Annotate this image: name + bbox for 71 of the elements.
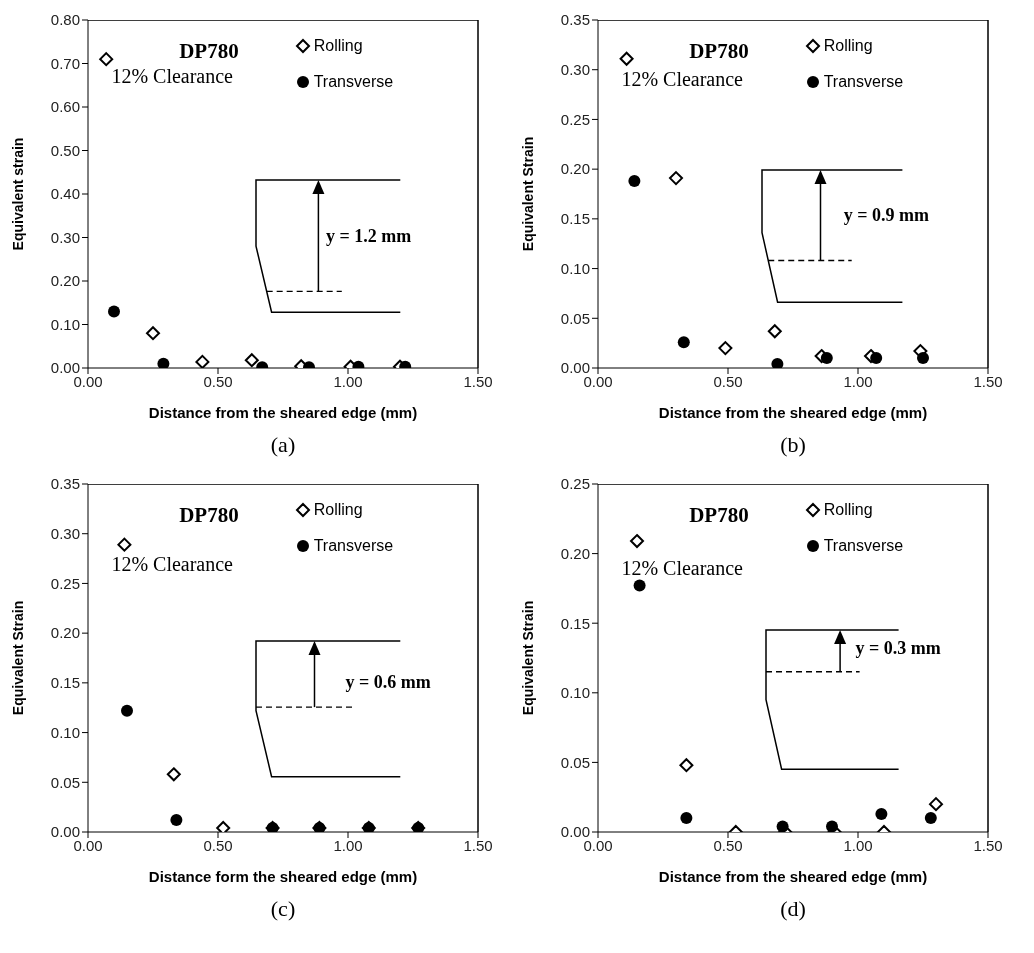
- legend-label: Transverse: [313, 537, 394, 556]
- y-tick-label: 0.35: [560, 11, 590, 29]
- annotation: 12% Clearance: [621, 67, 743, 91]
- text: (b): [780, 432, 806, 458]
- y-tick-label: 0.10: [560, 684, 590, 702]
- y-tick-label: 0.25: [560, 475, 590, 493]
- annotation: y = 0.6 mm: [345, 671, 431, 693]
- y-tick-label: 0.15: [560, 210, 590, 228]
- y-tick-label: 0.35: [50, 475, 80, 493]
- y-axis-title: Equivalent Strain: [9, 600, 26, 716]
- annotation: DP780: [689, 502, 749, 528]
- y-axis-title: Equivalent strain: [9, 137, 26, 251]
- x-tick-label: 1.50: [463, 372, 493, 390]
- y-tick-label: 0.30: [560, 61, 590, 79]
- y-tick-label: 0.05: [560, 753, 590, 771]
- y-tick-label: 0.05: [560, 309, 590, 327]
- y-tick-label: 0.40: [50, 185, 80, 203]
- y-tick-label: 0.15: [560, 614, 590, 632]
- annotation: 12% Clearance: [621, 556, 743, 580]
- y-tick-label: 0.10: [50, 723, 80, 741]
- x-tick-label: 1.00: [333, 372, 363, 390]
- y-tick-label: 0.50: [50, 141, 80, 159]
- annotation: y = 1.2 mm: [325, 225, 412, 247]
- text: (a): [270, 432, 296, 458]
- y-tick-label: 0.30: [50, 228, 80, 246]
- x-tick-label: 0.50: [713, 836, 743, 854]
- annotation: DP780: [179, 38, 239, 64]
- y-tick-label: 0.80: [50, 11, 80, 29]
- legend-label: Transverse: [313, 73, 394, 92]
- x-axis-title: Distance from the sheared edge (mm): [658, 404, 928, 421]
- x-tick-label: 0.50: [203, 372, 233, 390]
- annotation: DP780: [179, 502, 239, 528]
- x-tick-label: 0.50: [713, 372, 743, 390]
- x-tick-label: 1.00: [843, 836, 873, 854]
- x-tick-label: 1.50: [973, 372, 1003, 390]
- y-tick-label: 0.05: [50, 773, 80, 791]
- legend-label: Rolling: [313, 37, 363, 56]
- y-tick-label: 0.70: [50, 54, 80, 72]
- x-tick-label: 0.50: [203, 836, 233, 854]
- legend-label: Rolling: [823, 501, 873, 520]
- legend-label: Transverse: [823, 73, 904, 92]
- legend-label: Rolling: [313, 501, 363, 520]
- y-tick-label: 0.20: [50, 624, 80, 642]
- annotation: y = 0.9 mm: [843, 204, 929, 226]
- legend-label: Rolling: [823, 37, 873, 56]
- y-axis-title: Equivalent Strain: [519, 600, 536, 716]
- legend-label: Transverse: [823, 537, 904, 556]
- y-tick-label: 0.10: [50, 315, 80, 333]
- text: (c): [270, 896, 296, 922]
- annotation: 12% Clearance: [111, 64, 233, 88]
- y-tick-label: 0.20: [560, 160, 590, 178]
- text: (d): [780, 896, 806, 922]
- x-axis-title: Distance from the sheared edge (mm): [658, 868, 928, 885]
- x-tick-label: 1.50: [973, 836, 1003, 854]
- y-tick-label: 0.30: [50, 525, 80, 543]
- y-tick-label: 0.20: [560, 544, 590, 562]
- x-axis-title: Distance from the sheared edge (mm): [148, 404, 418, 421]
- y-tick-label: 0.25: [560, 110, 590, 128]
- annotation: y = 0.3 mm: [855, 637, 941, 659]
- x-tick-label: 1.50: [463, 836, 493, 854]
- y-tick-label: 0.15: [50, 674, 80, 692]
- annotation: 12% Clearance: [111, 552, 233, 576]
- y-tick-label: 0.25: [50, 574, 80, 592]
- y-axis-title: Equivalent Strain: [519, 136, 536, 252]
- x-axis-title: Distance form the sheared edge (mm): [148, 868, 418, 885]
- y-tick-label: 0.10: [560, 259, 590, 277]
- y-tick-label: 0.20: [50, 272, 80, 290]
- annotation: DP780: [689, 38, 749, 64]
- x-tick-label: 1.00: [333, 836, 363, 854]
- x-tick-label: 1.00: [843, 372, 873, 390]
- y-tick-label: 0.60: [50, 98, 80, 116]
